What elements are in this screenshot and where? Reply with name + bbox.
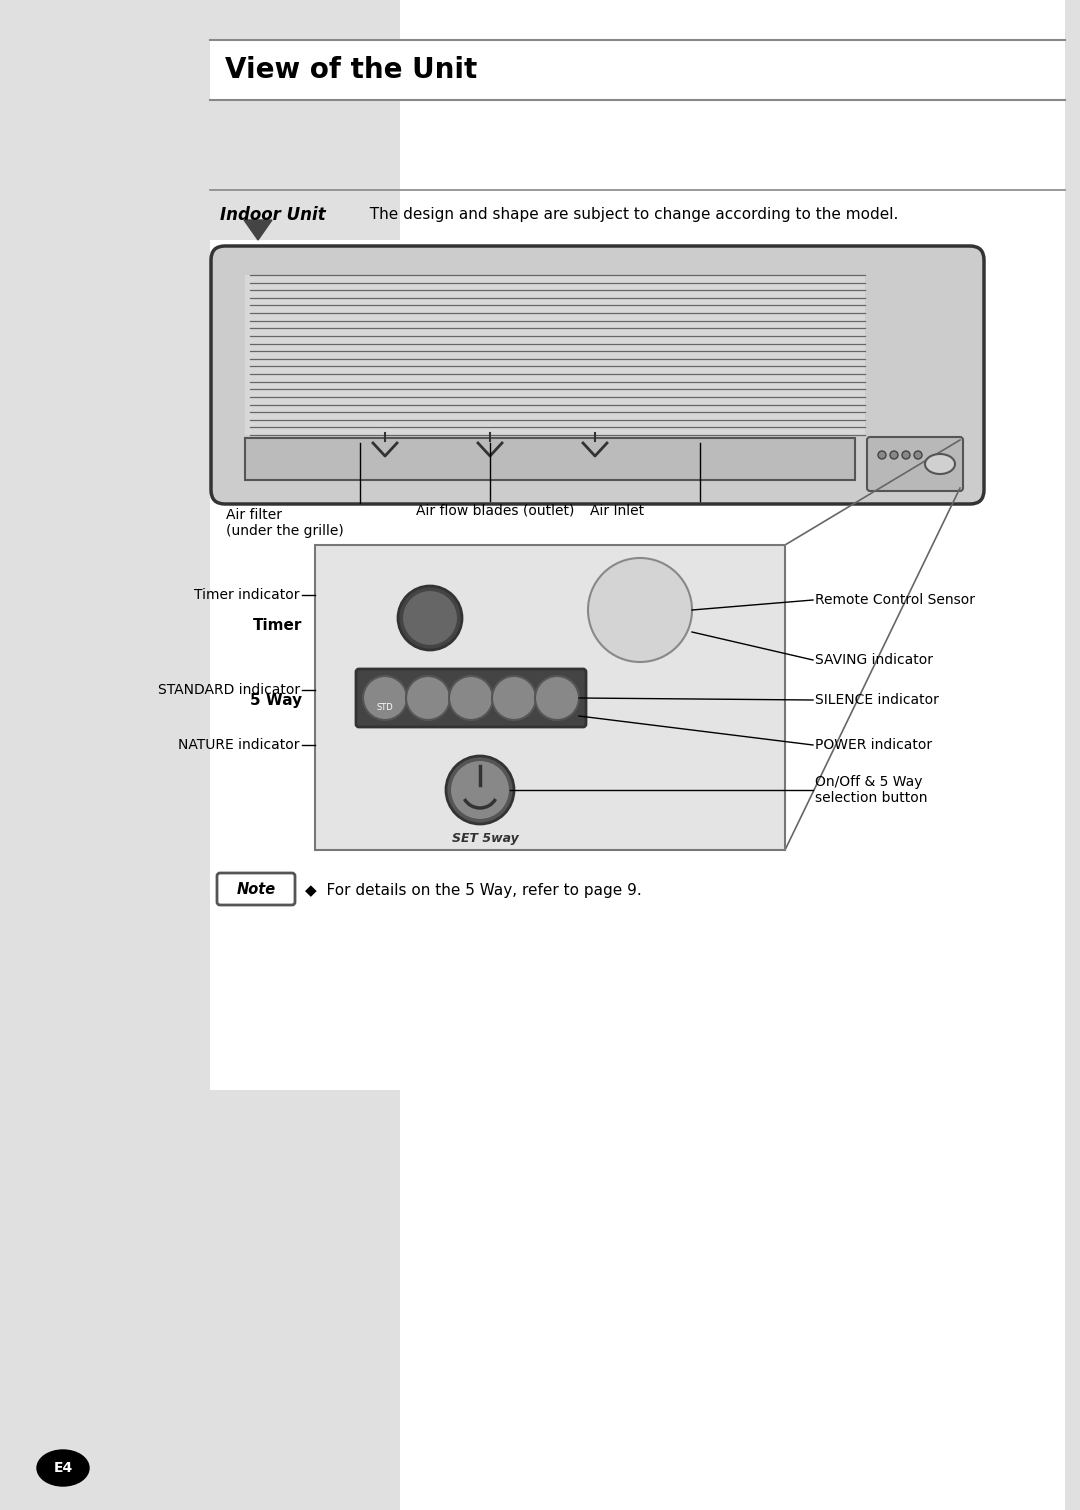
Text: ◆  For details on the 5 Way, refer to page 9.: ◆ For details on the 5 Way, refer to pag… bbox=[305, 882, 642, 897]
Polygon shape bbox=[244, 220, 272, 240]
Text: Air flow blades (outlet): Air flow blades (outlet) bbox=[416, 504, 575, 518]
Circle shape bbox=[399, 586, 462, 649]
FancyBboxPatch shape bbox=[867, 436, 963, 491]
Bar bbox=[210, 39, 1065, 100]
Circle shape bbox=[878, 451, 886, 459]
Text: Note: Note bbox=[237, 882, 275, 897]
Text: The design and shape are subject to change according to the model.: The design and shape are subject to chan… bbox=[360, 207, 899, 222]
Text: POWER indicator: POWER indicator bbox=[815, 738, 932, 752]
Bar bbox=[0, 0, 400, 240]
Text: SET 5way: SET 5way bbox=[451, 832, 518, 846]
Circle shape bbox=[535, 676, 579, 720]
Bar bbox=[245, 438, 855, 480]
FancyBboxPatch shape bbox=[211, 246, 984, 504]
Text: STANDARD indicator: STANDARD indicator bbox=[158, 683, 300, 698]
Text: (under the grille): (under the grille) bbox=[226, 524, 343, 538]
Text: Timer: Timer bbox=[253, 618, 302, 633]
Bar bbox=[315, 545, 785, 850]
Text: STD: STD bbox=[377, 704, 393, 713]
Circle shape bbox=[914, 451, 922, 459]
Bar bbox=[210, 0, 1065, 1510]
Text: SAVING indicator: SAVING indicator bbox=[815, 652, 933, 667]
Text: SILENCE indicator: SILENCE indicator bbox=[815, 693, 939, 707]
Circle shape bbox=[402, 590, 458, 646]
Ellipse shape bbox=[37, 1450, 89, 1486]
Bar bbox=[0, 1090, 400, 1510]
Circle shape bbox=[492, 676, 536, 720]
Text: E4: E4 bbox=[53, 1462, 72, 1475]
Text: Remote Control Sensor: Remote Control Sensor bbox=[815, 593, 975, 607]
Circle shape bbox=[890, 451, 897, 459]
Text: Indoor Unit: Indoor Unit bbox=[220, 205, 326, 223]
FancyBboxPatch shape bbox=[217, 873, 295, 904]
Circle shape bbox=[588, 559, 692, 661]
FancyBboxPatch shape bbox=[245, 275, 865, 435]
Text: On/Off & 5 Way
selection button: On/Off & 5 Way selection button bbox=[815, 775, 928, 805]
Text: Air Inlet: Air Inlet bbox=[590, 504, 644, 518]
Circle shape bbox=[902, 451, 910, 459]
Text: NATURE indicator: NATURE indicator bbox=[178, 738, 300, 752]
FancyBboxPatch shape bbox=[356, 669, 586, 726]
Ellipse shape bbox=[924, 455, 955, 474]
Circle shape bbox=[363, 676, 407, 720]
Text: 5 Way: 5 Way bbox=[249, 693, 302, 708]
Circle shape bbox=[446, 757, 514, 824]
Text: View of the Unit: View of the Unit bbox=[225, 56, 477, 85]
Bar bbox=[0, 0, 210, 1510]
Text: Air filter: Air filter bbox=[226, 507, 282, 522]
Text: Timer indicator: Timer indicator bbox=[194, 587, 300, 602]
Circle shape bbox=[449, 676, 492, 720]
Circle shape bbox=[450, 760, 510, 820]
Circle shape bbox=[406, 676, 450, 720]
